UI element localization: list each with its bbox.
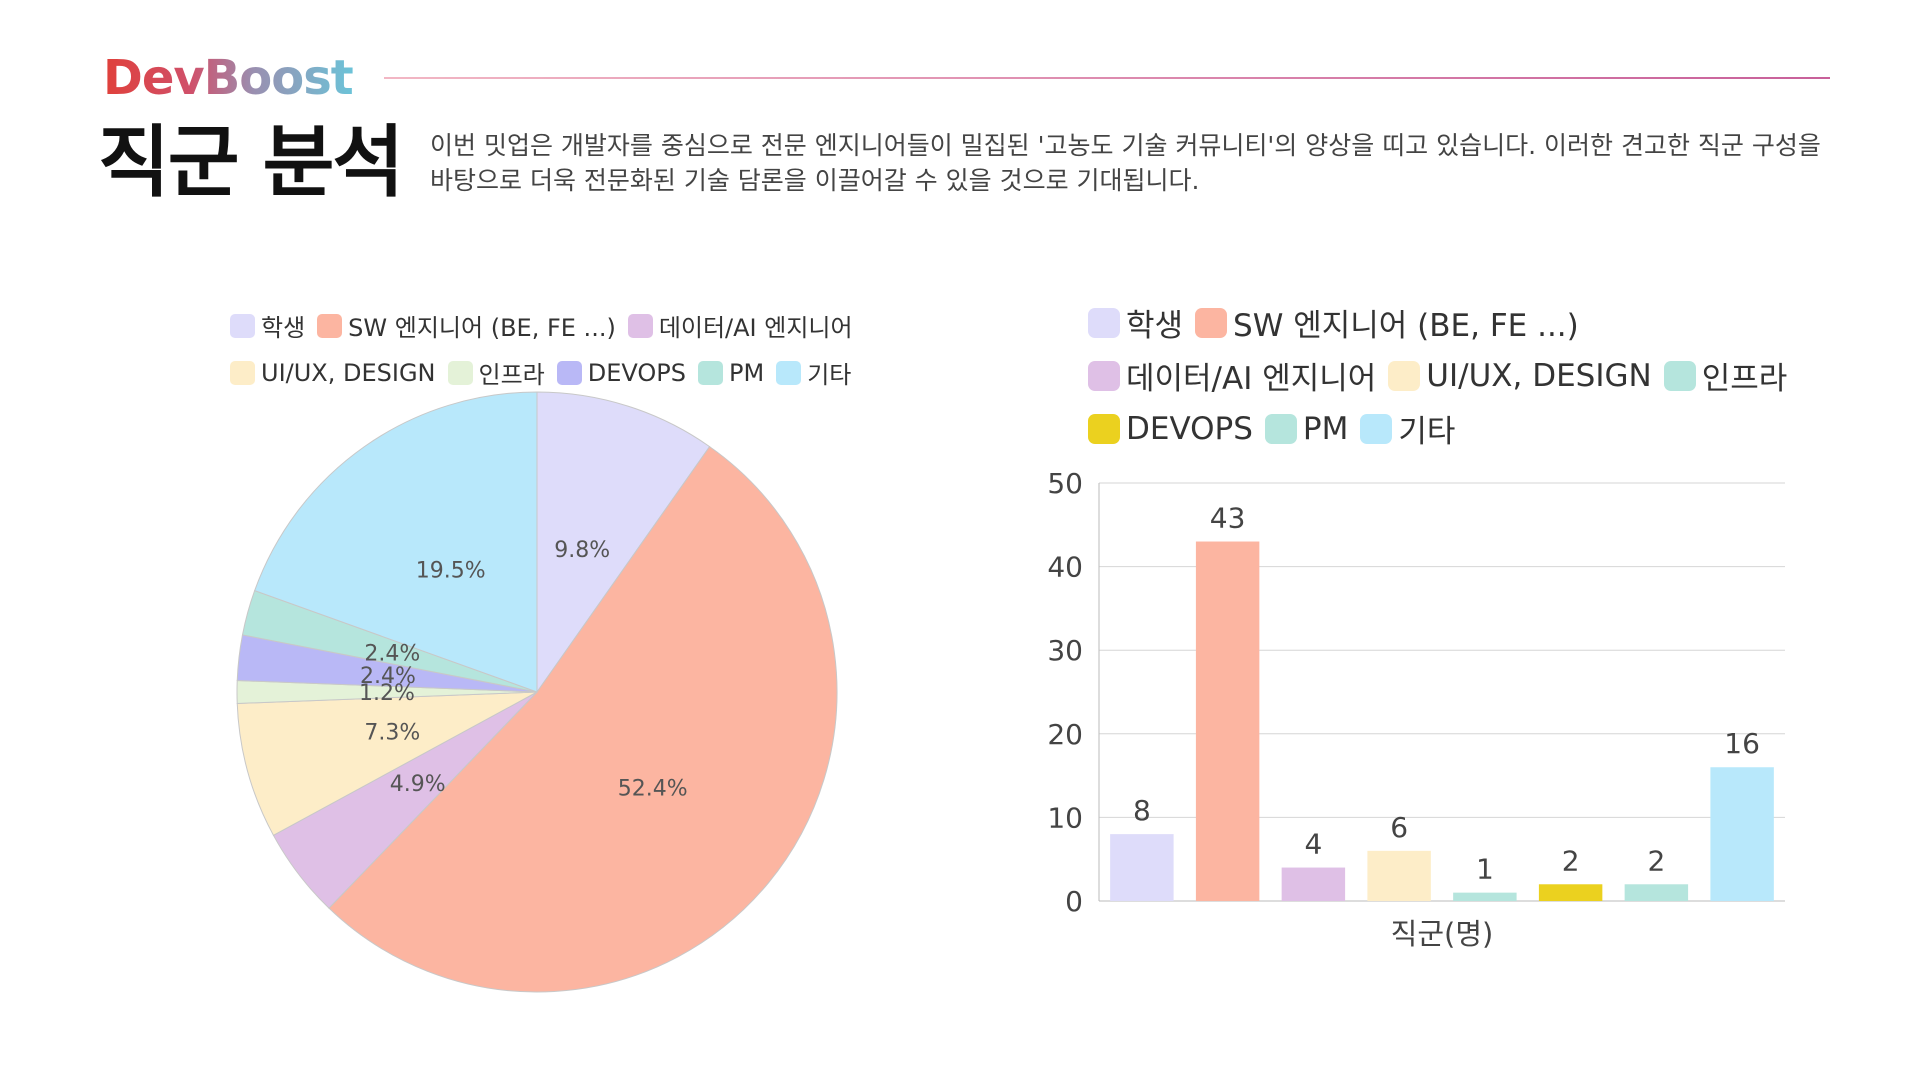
legend-label: DEVOPS — [587, 358, 687, 387]
legend-swatch — [447, 360, 473, 385]
y-tick-label: 50 — [1047, 467, 1083, 500]
legend-swatch — [1088, 360, 1120, 391]
legend-swatch — [1264, 413, 1297, 444]
legend-swatch — [1663, 360, 1696, 391]
legend-swatch — [1388, 360, 1421, 391]
page-title: 직군 분석 — [98, 118, 404, 208]
legend-label: 데이터/AI 엔지니어 — [1126, 361, 1377, 397]
legend-item: 인프라 — [447, 355, 545, 390]
legend-label: UI/UX, DESIGN — [261, 358, 436, 387]
bar — [1538, 884, 1603, 901]
legend-item: SW 엔지니어 (BE, FE ...) — [317, 308, 616, 343]
pie-label: 19.5% — [416, 558, 486, 583]
legend-swatch — [1088, 413, 1120, 444]
bar — [1367, 850, 1431, 901]
bar-value-label: 43 — [1210, 502, 1246, 535]
bar-value-label: 2 — [1647, 844, 1665, 877]
pie-label: 4.9% — [390, 772, 446, 797]
legend-item: 기타 — [1360, 406, 1455, 451]
y-tick-label: 0 — [1065, 885, 1083, 918]
legend-swatch — [1360, 413, 1393, 444]
legend-item: 학생 — [1088, 300, 1183, 345]
pie-slice — [236, 691, 538, 836]
legend-item: SW 엔지니어 (BE, FE ...) — [1195, 300, 1579, 345]
bar — [1110, 834, 1174, 901]
bar — [1624, 884, 1689, 901]
bar-value-label: 2 — [1562, 844, 1580, 877]
x-axis-label: 직군(명) — [1391, 917, 1494, 951]
pie-label: 1.2% — [359, 681, 415, 706]
legend-item: 인프라 — [1663, 353, 1788, 398]
legend-label: PM — [729, 358, 765, 387]
legend-item: 데이터/AI 엔지니어 — [627, 308, 853, 343]
bar — [1453, 892, 1517, 901]
bar-value-label: 16 — [1724, 727, 1760, 760]
legend-item: UI/UX, DESIGN — [1388, 357, 1652, 394]
pie-label: 2.4% — [360, 664, 416, 689]
pie-slice — [536, 391, 711, 694]
legend-swatch — [1195, 307, 1228, 338]
legend-label: SW 엔지니어 (BE, FE ...) — [348, 314, 616, 342]
legend-item: 데이터/AI 엔지니어 — [1088, 353, 1376, 398]
pie-label: 7.3% — [364, 721, 420, 746]
legend-swatch — [317, 313, 343, 338]
bar-value-label: 1 — [1476, 853, 1494, 886]
legend-swatch — [698, 360, 724, 385]
y-tick-label: 20 — [1047, 718, 1083, 751]
page-description: 이번 밋업은 개발자를 중심으로 전문 엔지니어들이 밀집된 '고농도 기술 커… — [430, 131, 1821, 195]
legend-item: 학생 — [230, 308, 305, 343]
legend-label: 인프라 — [478, 361, 545, 389]
legend-label: 기타 — [1398, 414, 1456, 450]
pie-slice — [328, 445, 838, 993]
legend-swatch — [556, 360, 582, 385]
legend-label: SW 엔지니어 (BE, FE ...) — [1233, 308, 1579, 344]
legend-label: 학생 — [261, 314, 306, 342]
legend-swatch — [776, 360, 802, 385]
bar-legend: 학생 SW 엔지니어 (BE, FE ...) 데이터/AI 엔지니어 UI/UX, … — [1088, 300, 1808, 451]
legend-label: 기타 — [807, 361, 852, 389]
legend-item: 기타 — [776, 355, 851, 390]
header-divider — [384, 77, 1830, 79]
legend-swatch — [627, 313, 653, 338]
legend-item: UI/UX, DESIGN — [230, 359, 436, 387]
legend-item: PM — [1264, 410, 1349, 447]
bar-value-label: 4 — [1304, 828, 1322, 861]
legend-label: 인프라 — [1701, 361, 1788, 397]
logo: DevBoost — [103, 50, 354, 106]
legend-label: 학생 — [1126, 308, 1184, 344]
pie-label: 2.4% — [364, 641, 420, 666]
legend-swatch — [230, 313, 255, 338]
legend-item: PM — [698, 359, 764, 387]
legend-label: PM — [1302, 410, 1349, 447]
pie-label: 9.8% — [554, 538, 610, 563]
legend-label: DEVOPS — [1126, 410, 1253, 447]
legend-label: 데이터/AI 엔지니어 — [658, 314, 853, 342]
y-tick-label: 10 — [1047, 801, 1083, 834]
bar-value-label: 8 — [1133, 794, 1151, 827]
y-tick-label: 40 — [1047, 551, 1083, 584]
bar — [1710, 767, 1774, 901]
legend-item: DEVOPS — [1088, 411, 1253, 447]
pie-slice — [254, 391, 538, 693]
pie-legend: 학생 SW 엔지니어 (BE, FE ...) 데이터/AI 엔지니어 UI/UX, … — [230, 308, 870, 390]
legend-label: UI/UX, DESIGN — [1426, 357, 1652, 394]
pie-label: 52.4% — [618, 776, 688, 801]
bar-value-label: 6 — [1390, 811, 1408, 844]
legend-swatch — [230, 360, 255, 385]
y-tick-label: 30 — [1047, 634, 1083, 667]
legend-swatch — [1088, 307, 1120, 338]
bar — [1281, 867, 1346, 901]
legend-item: DEVOPS — [556, 358, 687, 387]
bar — [1195, 541, 1260, 901]
